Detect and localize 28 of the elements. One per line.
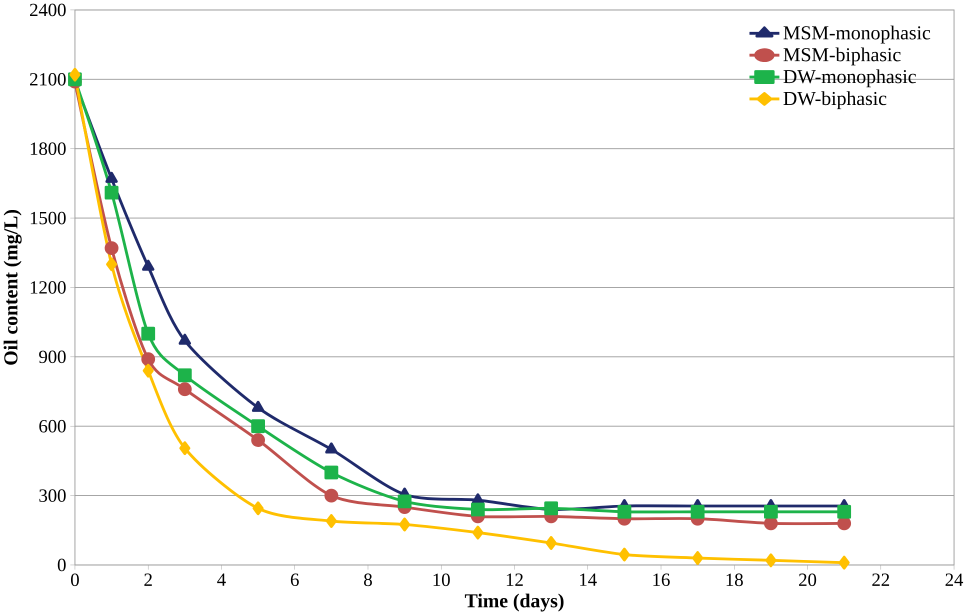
x-tick-label: 24 — [946, 573, 964, 586]
x-tick-label: 18 — [726, 573, 743, 586]
y-tick-label: 300 — [39, 489, 66, 502]
legend-label: DW-monophasic — [784, 69, 916, 88]
x-tick-label: 16 — [653, 573, 670, 586]
x-tick-label: 10 — [434, 573, 450, 586]
x-tick-label: 14 — [580, 573, 597, 586]
x-tick-label: 8 — [364, 573, 372, 586]
y-tick-label: 900 — [39, 350, 66, 364]
y-tick-label: 1500 — [30, 212, 66, 224]
x-tick-label: 4 — [217, 573, 226, 586]
y-tick-label: 2400 — [30, 4, 66, 16]
y-tick-label: 1800 — [30, 142, 66, 155]
legend-label: MSM-monophasic — [784, 26, 930, 44]
y-axis-title: Oil content (mg/L) — [4, 210, 22, 365]
x-tick-label: 20 — [799, 573, 816, 586]
y-tick-label: 2100 — [30, 72, 66, 86]
x-tick-label: 0 — [71, 573, 79, 586]
y-tick-label: 600 — [39, 420, 66, 432]
x-tick-label: 22 — [872, 573, 890, 586]
x-axis-title: Time (days) — [464, 593, 564, 612]
y-tick-label: 0 — [58, 558, 66, 572]
x-tick-label: 6 — [290, 573, 299, 586]
y-tick-label: 1200 — [30, 281, 66, 294]
legend-label: DW-biphasic — [784, 91, 886, 110]
x-tick-label: 12 — [506, 573, 523, 586]
legend-label: MSM-biphasic — [784, 47, 901, 66]
x-tick-label: 2 — [144, 573, 152, 586]
